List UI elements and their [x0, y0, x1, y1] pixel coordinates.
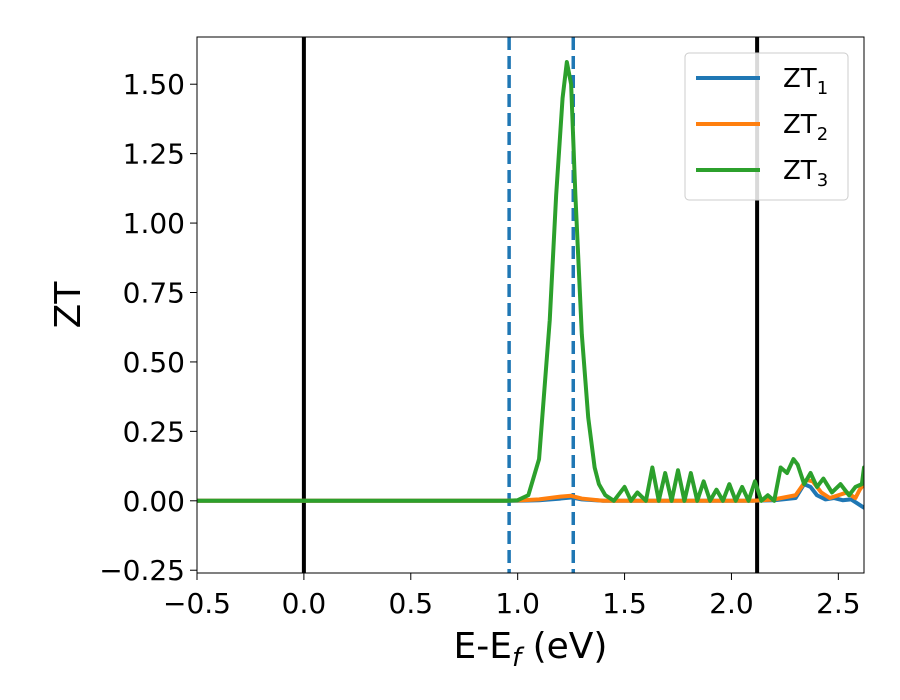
x-tick-label: 2.5 [816, 587, 861, 620]
x-axis-label-unit: (eV) [521, 626, 607, 667]
x-tick-label: 1.0 [495, 587, 540, 620]
y-tick-label: 0.50 [123, 346, 185, 379]
x-tick-label: 2.0 [709, 587, 754, 620]
y-tick-label: 0.75 [123, 277, 185, 310]
series-line-zt3 [197, 59, 864, 503]
legend-label-main: ZT [783, 64, 817, 94]
legend-label-main: ZT [783, 110, 817, 140]
axes-frame [196, 36, 865, 574]
y-tick-label: 0.00 [123, 485, 185, 518]
y-axis-label: ZT [48, 281, 89, 329]
y-tick-label: −0.25 [99, 554, 185, 587]
x-tick-label: −0.5 [163, 587, 231, 620]
legend-label-sub: 3 [817, 170, 828, 191]
x-tick-label: 0.5 [389, 587, 434, 620]
x-axis-label-main: E-E [454, 626, 512, 667]
legend-label-zt3: ZT3 [783, 156, 828, 191]
legend-label-sub: 2 [817, 124, 828, 145]
x-tick-label: 0.0 [282, 587, 327, 620]
legend-label-zt1: ZT1 [783, 64, 828, 99]
legend-label-sub: 1 [817, 78, 828, 99]
x-axis-label: E-Ef (eV) [454, 626, 608, 673]
y-tick-label: 1.00 [123, 207, 185, 240]
legend-box [684, 52, 849, 201]
legend-label-zt2: ZT2 [783, 110, 828, 145]
y-tick-label: 1.25 [123, 138, 185, 171]
legend-label-main: ZT [783, 156, 817, 186]
axes: −0.5 0.0 0.5 1.0 1.5 2.0 2.5 −0.25 0.00 0.25 0.50 0… [99, 36, 865, 620]
y-tick-label: 1.50 [123, 68, 185, 101]
x-tick-label: 1.5 [602, 587, 647, 620]
y-tick-label: 0.25 [123, 415, 185, 448]
